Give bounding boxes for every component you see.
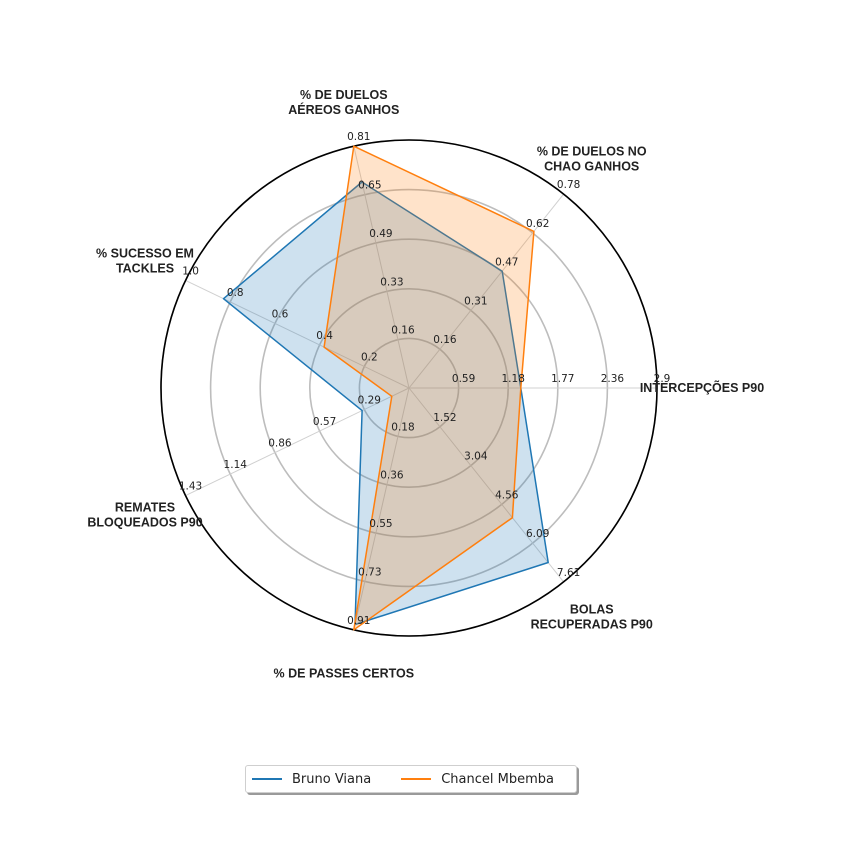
legend-item-chancel-mbemba: Chancel Mbemba [401, 772, 554, 787]
series-area-bruno-viana [222, 181, 549, 626]
tick-label: 0.36 [380, 470, 404, 482]
category-label-de-duelos-aereos-ganhos-line-2: AÉREOS GANHOS [288, 102, 399, 117]
spoke-de-duelos-no-chao-ganhos [408, 193, 565, 389]
spoke-de-passes-certos [353, 387, 410, 630]
category-label-sucesso-em-tackles-line-2: TACKLES [116, 261, 174, 275]
tick-label: 0.16 [391, 325, 415, 337]
category-label-de-passes-certos: % DE PASSES CERTOS [274, 667, 415, 681]
tick-label: 0.49 [369, 228, 392, 240]
tick-label: 0.6 [272, 308, 289, 320]
tick-label: 0.16 [433, 334, 457, 346]
tick-label: 0.31 [464, 295, 487, 307]
tick-label: 3.04 [464, 451, 488, 463]
legend-item-bruno-viana: Bruno Viana [252, 772, 371, 787]
tick-label: 0.29 [358, 395, 381, 407]
tick-label: 0.81 [347, 131, 370, 143]
tick-label: 2.36 [601, 373, 625, 385]
category-label-remates-bloqueados-p90-line-2: BLOQUEADOS P90 [87, 516, 202, 530]
legend-label-bruno-viana: Bruno Viana [292, 771, 372, 787]
legend-swatch-bruno-viana [252, 778, 282, 780]
tick-label: 0.47 [495, 257, 518, 269]
tick-label: 7.61 [557, 567, 580, 579]
tick-label: 0.55 [369, 518, 392, 530]
tick-label: 6.09 [526, 528, 549, 540]
tick-label: 0.86 [268, 438, 292, 450]
category-label-remates-bloqueados-p90-line-1: REMATES [115, 501, 175, 515]
tick-label: 0.2 [361, 351, 378, 363]
category-label-de-duelos-no-chao-ganhos-line-1: % DE DUELOS NO [537, 144, 647, 158]
tick-label: 0.18 [391, 421, 414, 433]
category-label-de-duelos-no-chao-ganhos-line-2: CHAO GANHOS [544, 159, 639, 173]
tick-label: 1.14 [224, 459, 248, 471]
tick-label: 1.77 [551, 373, 574, 385]
tick-label: 0.4 [316, 330, 333, 342]
tick-label: 1.43 [179, 481, 202, 493]
spoke-de-duelos-aereos-ganhos [353, 146, 410, 389]
legend-swatch-chancel-mbemba [401, 778, 432, 780]
tick-label: 0.78 [557, 179, 580, 191]
tick-label: 0.59 [452, 373, 475, 385]
spoke-remates-bloqueados-p90 [185, 387, 410, 497]
legend-label-chancel-mbemba: Chancel Mbemba [441, 771, 554, 787]
category-label-intercepcoes-p90-line-1: INTERCEPÇÕES P90 [640, 380, 764, 395]
category-label-de-passes-certos-line-1: % DE PASSES CERTOS [274, 667, 415, 681]
tick-label: 0.33 [380, 276, 403, 288]
tick-label: 0.57 [313, 416, 336, 428]
category-label-bolas-recuperadas-p90-line-2: RECUPERADAS P90 [531, 618, 653, 632]
tick-label: 1.0 [182, 265, 199, 277]
tick-label: 1.18 [502, 373, 525, 385]
legend: Bruno Viana Chancel Mbemba [245, 765, 577, 793]
tick-label: 0.73 [358, 566, 381, 578]
tick-label: 4.56 [495, 489, 519, 501]
category-label-intercepcoes-p90: INTERCEPÇÕES P90 [640, 380, 764, 395]
outer-frame [160, 139, 658, 637]
tick-label: 0.8 [227, 287, 244, 299]
spoke-bolas-recuperadas-p90 [408, 387, 565, 583]
spoke-sucesso-em-tackles [185, 279, 410, 389]
tick-label: 0.65 [358, 180, 381, 192]
tick-label: 0.62 [526, 218, 549, 230]
tick-label: 0.91 [347, 615, 370, 627]
tick-label: 2.9 [654, 373, 671, 385]
category-label-sucesso-em-tackles-line-1: % SUCESSO EM [96, 246, 194, 260]
category-label-bolas-recuperadas-p90-line-1: BOLAS [570, 603, 614, 617]
category-label-de-duelos-aereos-ganhos-line-1: % DE DUELOS [300, 88, 388, 102]
tick-label: 1.52 [433, 412, 456, 424]
series-area-chancel-mbemba [323, 145, 535, 631]
